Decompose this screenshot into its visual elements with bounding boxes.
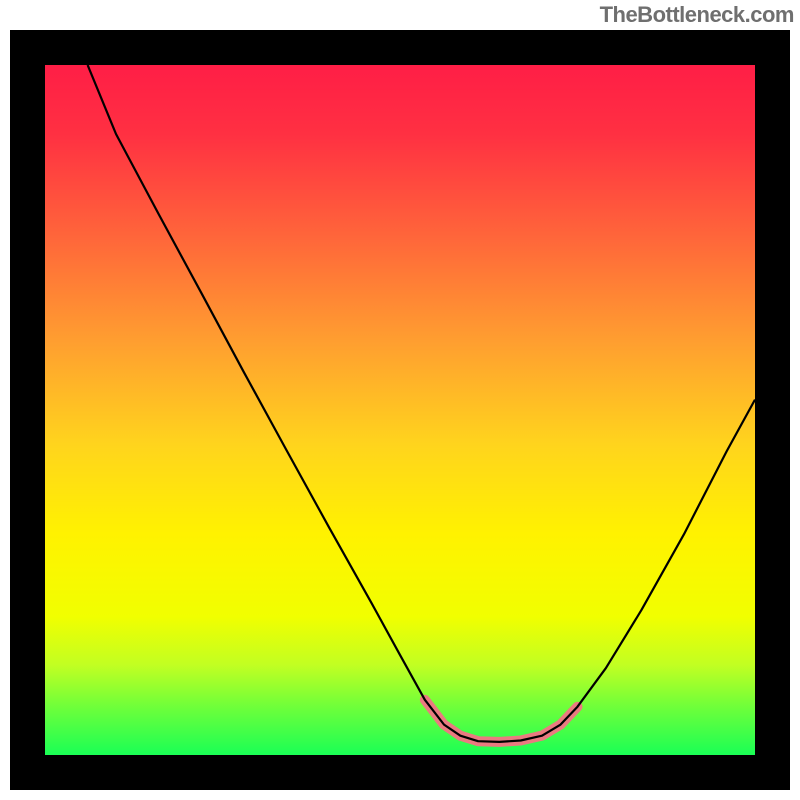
heatmap-background [45,65,755,755]
chart-container: TheBottleneck.com [0,0,800,800]
bottleneck-chart [0,0,800,800]
